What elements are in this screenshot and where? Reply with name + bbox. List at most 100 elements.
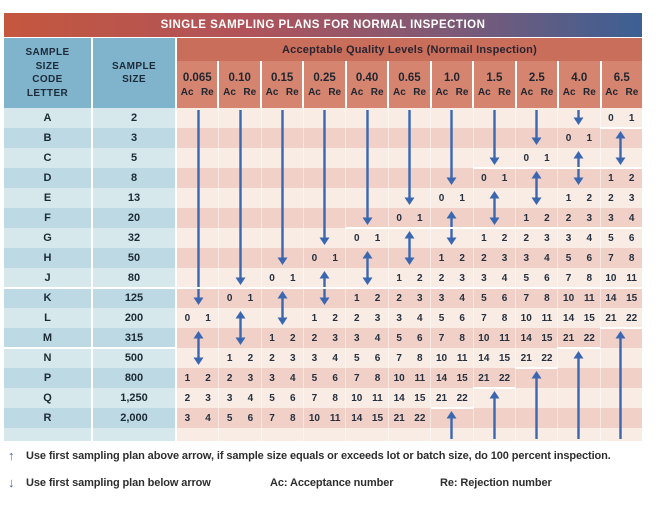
table-row: Q 1,250 2 3 3 4 5 6 7 8 10 11 14 15 21 22 — [4, 388, 642, 408]
re-value: 2 — [332, 312, 338, 324]
ac-value: 7 — [438, 332, 445, 344]
footnote-above-arrow: ↑ Use first sampling plan above arrow, i… — [8, 448, 663, 463]
aql-level-header: 0.10 Ac Re — [217, 61, 260, 108]
re-value: 8 — [459, 332, 465, 344]
re-value: 8 — [332, 392, 338, 404]
row-code-letter: K — [4, 288, 93, 308]
separator-line — [4, 287, 642, 289]
row-sample-size: 2,000 — [93, 408, 177, 428]
row-sample-size: 1,250 — [93, 388, 177, 408]
table-row: R 2,000 3 4 5 6 7 8 10 11 14 15 21 22 — [4, 408, 642, 428]
ac-re-cell: 10 11 — [514, 308, 558, 328]
re-value: 8 — [501, 312, 508, 324]
ac-re-cell — [345, 248, 388, 268]
re-value: 11 — [414, 372, 426, 384]
ac-re-cell — [218, 208, 261, 228]
ac-re-cell — [514, 128, 558, 148]
table-row: K 125 0 1 1 2 2 3 3 4 5 6 7 8 10 11 14 15 — [4, 288, 642, 308]
re-value: 3 — [459, 272, 465, 284]
ac-re-cell — [345, 128, 388, 148]
ac-label: Ac — [265, 86, 279, 98]
ac-definition: Ac: Acceptance number — [270, 476, 394, 489]
row-sample-size: 50 — [93, 248, 177, 268]
re-value: 1 — [544, 152, 550, 164]
ac-value: 21 — [605, 312, 617, 324]
re-value: 2 — [501, 232, 508, 244]
ac-re-cell — [303, 268, 346, 288]
table-row: J 80 0 1 1 2 2 3 3 4 5 6 7 8 10 11 — [4, 268, 642, 288]
separator-line — [515, 367, 558, 369]
ac-re-cell: 10 11 — [557, 288, 600, 308]
ac-re-cell — [472, 148, 515, 168]
ac-re-cell — [430, 168, 473, 188]
ac-re-cell — [345, 168, 388, 188]
ac-re-cell — [303, 188, 346, 208]
ac-re-cell: 10 11 — [345, 388, 388, 408]
ac-value: 3 — [481, 272, 487, 284]
ac-re-subheader: Ac Re — [219, 87, 259, 98]
ac-re-cell: 14 15 — [345, 408, 388, 428]
ac-value: 14 — [563, 312, 575, 324]
aql-level-header: 0.65 Ac Re — [387, 61, 430, 108]
row-code-letter: A — [4, 108, 93, 128]
ac-label: Ac — [308, 86, 321, 98]
sampling-plan-table: SINGLE SAMPLING PLANS FOR NORMAL INSPECT… — [4, 13, 642, 441]
aql-level-value: 1.5 — [486, 71, 503, 84]
ac-re-cell — [599, 388, 642, 408]
re-label: Re — [583, 86, 596, 98]
ac-re-cell: 14 15 — [599, 288, 642, 308]
ac-value: 7 — [481, 312, 487, 324]
re-value: 11 — [329, 412, 341, 424]
re-label: Re — [540, 86, 554, 98]
ac-value: 3 — [396, 312, 402, 324]
ac-re-cell — [430, 428, 473, 441]
ac-label: Ac — [223, 86, 236, 98]
re-value: 4 — [289, 372, 296, 384]
ac-value: 0 — [396, 212, 402, 224]
ac-re-cell — [599, 348, 642, 368]
ac-re-cell — [303, 288, 346, 308]
ac-value: 2 — [481, 252, 487, 264]
re-value: 1 — [332, 252, 338, 264]
ac-re-cell — [599, 148, 642, 168]
ac-re-cell — [599, 428, 642, 441]
table-row: P 800 1 2 2 3 3 4 5 6 7 8 10 11 14 15 21 22 — [4, 368, 642, 388]
ac-re-cell: 14 15 — [472, 348, 515, 368]
re-value: 15 — [541, 332, 553, 344]
re-label: Re — [285, 86, 299, 98]
ac-re-cell — [387, 168, 431, 188]
ac-value: 2 — [226, 372, 233, 384]
re-value: 2 — [586, 192, 593, 204]
footnote-above-arrow-text: Use first sampling plan above arrow, if … — [26, 449, 611, 462]
re-value: 2 — [417, 272, 423, 284]
re-label: Re — [625, 86, 639, 98]
ac-re-cell — [387, 228, 431, 248]
ac-re-cell — [514, 108, 558, 128]
ac-re-cell — [472, 388, 515, 408]
re-value: 6 — [628, 232, 635, 244]
ac-value: 10 — [351, 392, 363, 404]
re-value: 4 — [332, 352, 338, 364]
ac-re-cell — [345, 268, 388, 288]
aql-level-header: 1.0 Ac Re — [429, 61, 473, 108]
ac-re-cell: 21 22 — [514, 348, 558, 368]
ac-re-cell — [260, 108, 304, 128]
ac-re-cell — [430, 228, 473, 248]
ac-re-cell: 14 15 — [514, 328, 558, 348]
separator-line — [346, 227, 642, 229]
row-code-letter: J — [4, 268, 93, 288]
re-value: 6 — [332, 372, 338, 384]
aql-level-header: 0.15 Ac Re — [259, 61, 303, 108]
row-code-letter: L — [4, 308, 93, 328]
ac-label: Ac — [605, 86, 619, 98]
table-row: N 500 1 2 2 3 3 4 5 6 7 8 10 11 14 15 21 22 — [4, 348, 642, 368]
ac-re-cell — [387, 188, 431, 208]
ac-re-cell — [345, 188, 388, 208]
ac-value: 21 — [520, 352, 532, 364]
